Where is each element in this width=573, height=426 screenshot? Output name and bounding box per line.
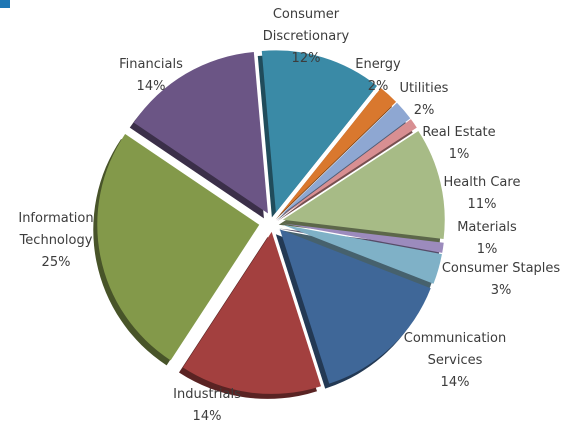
- slice-label-name: Discretionary: [263, 29, 350, 44]
- pie-slice: [279, 229, 431, 384]
- slice-label: Health Care 11%: [444, 175, 521, 212]
- slice-label: Communication Services 14%: [404, 331, 506, 390]
- slice-label: Industrials 14%: [173, 387, 241, 424]
- slice-label-value: 14%: [441, 375, 470, 390]
- slice-label-name: Consumer Staples: [442, 261, 561, 276]
- slice-label-value: 1%: [477, 242, 498, 257]
- pie-slice: [282, 223, 444, 253]
- pie-slice: [261, 50, 378, 213]
- corner-accent: [0, 0, 10, 8]
- slice-label-name: Financials: [119, 57, 183, 72]
- slice-label: Financials 14%: [119, 57, 183, 94]
- slice-label-value: 1%: [449, 147, 470, 162]
- slice-label-name: Materials: [457, 220, 517, 235]
- slice-label: Utilities 2%: [400, 81, 449, 118]
- pie-slices: [97, 50, 445, 394]
- slice-label-value: 2%: [368, 79, 389, 94]
- pie-slice: [133, 52, 268, 214]
- slice-label-value: 25%: [42, 255, 71, 270]
- pie-slice: [282, 131, 445, 239]
- slice-label-value: 14%: [137, 79, 166, 94]
- slice-label: Consumer Discretionary 12%: [263, 7, 350, 66]
- slice-label-name: Technology: [19, 233, 93, 248]
- slice-label: Consumer Staples 3%: [442, 261, 561, 298]
- slice-label-name: Communication: [404, 331, 506, 346]
- pie-slice: [282, 224, 442, 284]
- slice-label-value: 12%: [292, 51, 321, 66]
- slice-label-name: Consumer: [273, 7, 340, 22]
- slice-label-name: Energy: [355, 57, 401, 72]
- slice-label-name: Utilities: [400, 81, 449, 96]
- slice-label-value: 3%: [491, 283, 512, 298]
- slice-label: Real Estate 1%: [422, 125, 495, 162]
- slice-label: Energy 2%: [355, 57, 401, 94]
- slice-label-name: Real Estate: [422, 125, 495, 140]
- pie-slice: [281, 119, 417, 217]
- pie-slice: [182, 231, 321, 394]
- pie-slice: [279, 88, 397, 215]
- slice-label-name: Industrials: [173, 387, 241, 402]
- slice-label-value: 2%: [414, 103, 435, 118]
- slice-label: Materials 1%: [457, 220, 517, 257]
- pie-slice: [97, 133, 260, 361]
- pie-slice: [280, 102, 411, 216]
- slice-label: Information Technology 25%: [18, 211, 93, 270]
- slice-label-name: Services: [428, 353, 483, 368]
- slice-label-value: 14%: [193, 409, 222, 424]
- slice-label-name: Information: [18, 211, 93, 226]
- slice-label-name: Health Care: [444, 175, 521, 190]
- slice-label-value: 11%: [468, 197, 497, 212]
